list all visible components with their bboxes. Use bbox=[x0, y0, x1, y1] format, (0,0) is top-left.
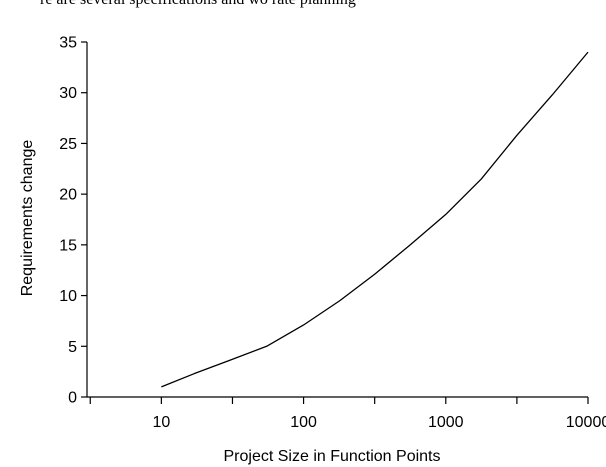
y-tick-label: 5 bbox=[68, 339, 77, 356]
y-axis-title: Requirements change bbox=[19, 140, 36, 297]
y-tick-label: 35 bbox=[59, 35, 77, 52]
y-tick-label: 30 bbox=[59, 85, 77, 102]
y-tick-label: 20 bbox=[59, 187, 77, 204]
plot-area bbox=[161, 51, 589, 388]
header-text-fragment: re are several specifications and wo rat… bbox=[40, 0, 356, 8]
x-axis: 10 100 1000 10000 bbox=[87, 396, 606, 431]
x-tick-label: 1000 bbox=[428, 414, 464, 431]
series-line bbox=[161, 51, 589, 388]
x-tick-label: 100 bbox=[290, 414, 317, 431]
y-tick-label: 25 bbox=[59, 136, 77, 153]
y-tick-label: 15 bbox=[59, 237, 77, 254]
x-tick-label: 10 bbox=[152, 414, 170, 431]
x-axis-title: Project Size in Function Points bbox=[224, 448, 441, 465]
y-tick-label: 0 bbox=[68, 390, 77, 407]
y-tick-label: 10 bbox=[59, 288, 77, 305]
y-axis: 0 5 10 15 20 25 30 35 bbox=[59, 35, 88, 407]
x-tick-label: 10000 bbox=[566, 414, 606, 431]
